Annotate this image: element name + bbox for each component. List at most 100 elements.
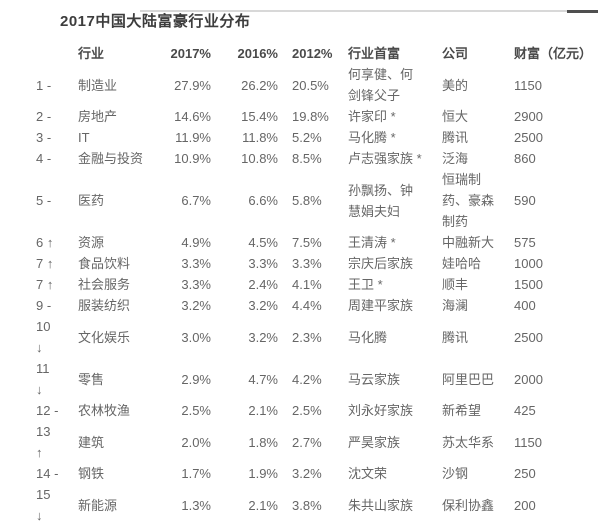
cell-p2017: 11.9% xyxy=(175,130,211,145)
table-row: 13 ↑ 建筑 2.0% 1.8% 2.7% 严昊家族 苏太华系 1150 xyxy=(36,421,599,463)
cell-p2017: 10.9% xyxy=(174,151,211,166)
cell-richest: 许家印 * xyxy=(348,109,396,124)
cell-richest: 周建平家族 xyxy=(348,298,414,313)
cell-company: 苏太华系 xyxy=(442,434,495,450)
table-row: 12 - 农林牧渔 2.5% 2.1% 2.5% 刘永好家族 新希望 425 xyxy=(36,400,599,421)
industry-table: 行业 2017% 2016% 2012% 行业首富 公司 财富（亿元） 1 - 制造业 27.9… xyxy=(36,43,599,526)
cell-rank: 15 ↓ xyxy=(36,487,51,523)
cell-wealth: 2900 xyxy=(514,109,543,124)
cell-rank: 14 - xyxy=(36,466,59,481)
cell-richest: 王清涛 * xyxy=(348,235,396,250)
cell-richest: 马化腾 * xyxy=(348,130,396,145)
cell-p2017: 2.0% xyxy=(181,434,211,450)
cell-industry: 制造业 xyxy=(78,77,118,93)
cell-richest: 严昊家族 xyxy=(348,434,401,450)
cell-rank: 10 ↓ xyxy=(36,319,51,355)
cell-p2016: 4.7% xyxy=(248,371,278,387)
column-header-richest: 行业首富 xyxy=(348,46,401,61)
table-header-row: 行业 2017% 2016% 2012% 行业首富 公司 财富（亿元） xyxy=(36,43,599,64)
cell-p2017: 14.6% xyxy=(174,109,211,124)
cell-wealth: 1000 xyxy=(514,256,543,271)
cell-richest: 刘永好家族 xyxy=(348,403,414,418)
cell-wealth: 590 xyxy=(514,193,536,208)
cell-p2016: 1.8% xyxy=(248,434,278,450)
cell-industry: 建筑 xyxy=(78,434,105,450)
cell-p2017: 27.9% xyxy=(174,77,211,93)
cell-p2016: 2.4% xyxy=(248,277,278,292)
cell-wealth: 250 xyxy=(514,466,536,481)
cell-company: 泛海 xyxy=(442,151,469,166)
table-row: 15 ↓ 新能源 1.3% 2.1% 3.8% 朱共山家族 保利协鑫 200 xyxy=(36,484,599,526)
column-header-wealth: 财富（亿元） xyxy=(514,46,593,61)
cell-industry: 文化娱乐 xyxy=(78,329,131,345)
cell-p2017: 3.0% xyxy=(181,329,211,345)
cell-p2012: 7.5% xyxy=(292,235,322,250)
cell-p2017: 1.3% xyxy=(181,497,211,513)
cell-richest: 马化腾 xyxy=(348,329,388,345)
cell-rank: 11 ↓ xyxy=(36,361,50,397)
cell-p2012: 3.8% xyxy=(292,497,322,513)
cell-rank: 2 - xyxy=(36,109,52,124)
column-header-industry: 行业 xyxy=(78,46,105,61)
cell-company: 恒大 xyxy=(442,109,469,124)
cell-rank: 5 - xyxy=(36,193,52,208)
cell-rank: 7 ↑ xyxy=(36,277,54,292)
cell-industry: 社会服务 xyxy=(78,277,131,292)
cell-richest: 马云家族 xyxy=(348,371,401,387)
table-row: 1 - 制造业 27.9% 26.2% 20.5% 何享健、何 剑锋父子 美的 1150 xyxy=(36,64,599,106)
cell-p2016: 3.3% xyxy=(248,256,278,271)
cell-p2012: 2.3% xyxy=(292,329,322,345)
cell-wealth: 200 xyxy=(514,497,536,513)
cell-p2016: 2.1% xyxy=(248,497,278,513)
cell-p2017: 1.7% xyxy=(181,466,211,481)
cell-company: 娃哈哈 xyxy=(442,256,482,271)
table-row: 11 ↓ 零售 2.9% 4.7% 4.2% 马云家族 阿里巴巴 2000 xyxy=(36,358,599,400)
cell-company: 阿里巴巴 xyxy=(442,371,495,387)
cell-p2016: 2.1% xyxy=(248,403,278,418)
cell-richest: 卢志强家族 * xyxy=(348,151,422,166)
cell-p2016: 15.4% xyxy=(241,109,278,124)
cell-company: 中融新大 xyxy=(442,235,495,250)
table-row: 4 - 金融与投资 10.9% 10.8% 8.5% 卢志强家族 * 泛海 860 xyxy=(36,148,599,169)
cell-wealth: 2500 xyxy=(514,329,543,345)
cell-p2016: 3.2% xyxy=(248,298,278,313)
cell-p2012: 2.5% xyxy=(292,403,322,418)
cell-richest: 王卫 * xyxy=(348,277,383,292)
cell-rank: 6 ↑ xyxy=(36,235,54,250)
cell-rank: 9 - xyxy=(36,298,52,313)
cell-p2016: 11.8% xyxy=(242,130,278,145)
table-row: 7 ↑ 食品饮料 3.3% 3.3% 3.3% 宗庆后家族 娃哈哈 1000 xyxy=(36,253,599,274)
cell-industry: 金融与投资 xyxy=(78,151,144,166)
cell-industry: 服装纺织 xyxy=(78,298,131,313)
table-row: 14 - 钢铁 1.7% 1.9% 3.2% 沈文荣 沙钢 250 xyxy=(36,463,599,484)
cell-p2016: 3.2% xyxy=(248,329,278,345)
cell-p2016: 26.2% xyxy=(241,77,278,93)
cell-p2017: 6.7% xyxy=(181,193,211,208)
cell-p2017: 2.5% xyxy=(181,403,211,418)
cell-p2017: 2.9% xyxy=(181,371,211,387)
cell-p2012: 4.2% xyxy=(292,371,322,387)
table-row: 3 - IT 11.9% 11.8% 5.2% 马化腾 * 腾讯 2500 xyxy=(36,127,599,148)
top-crop-line-dark xyxy=(567,10,598,13)
cell-industry: 钢铁 xyxy=(78,466,105,481)
cell-rank: 12 - xyxy=(36,403,59,418)
cell-rank: 3 - xyxy=(36,130,52,145)
cell-p2012: 19.8% xyxy=(292,109,329,124)
cell-wealth: 1150 xyxy=(514,434,542,450)
cell-richest: 沈文荣 xyxy=(348,466,388,481)
cell-rank: 13 ↑ xyxy=(36,424,51,460)
table-row: 9 - 服装纺织 3.2% 3.2% 4.4% 周建平家族 海澜 400 xyxy=(36,295,599,316)
cell-company: 顺丰 xyxy=(442,277,469,292)
cell-company: 腾讯 xyxy=(442,329,469,345)
cell-company: 沙钢 xyxy=(442,466,469,481)
cell-p2012: 4.4% xyxy=(292,298,322,313)
table-row: 10 ↓ 文化娱乐 3.0% 3.2% 2.3% 马化腾 腾讯 2500 xyxy=(36,316,599,358)
cell-wealth: 1500 xyxy=(514,277,543,292)
cell-company: 腾讯 xyxy=(442,130,469,145)
cell-wealth: 860 xyxy=(514,151,536,166)
cell-p2012: 5.2% xyxy=(292,130,322,145)
cell-p2016: 10.8% xyxy=(241,151,278,166)
cell-wealth: 575 xyxy=(514,235,536,250)
cell-wealth: 2000 xyxy=(514,371,543,387)
table-row: 5 - 医药 6.7% 6.6% 5.8% 孙飘扬、钟 慧娟夫妇 恒瑞制 药、豪森 制药 59… xyxy=(36,169,599,232)
